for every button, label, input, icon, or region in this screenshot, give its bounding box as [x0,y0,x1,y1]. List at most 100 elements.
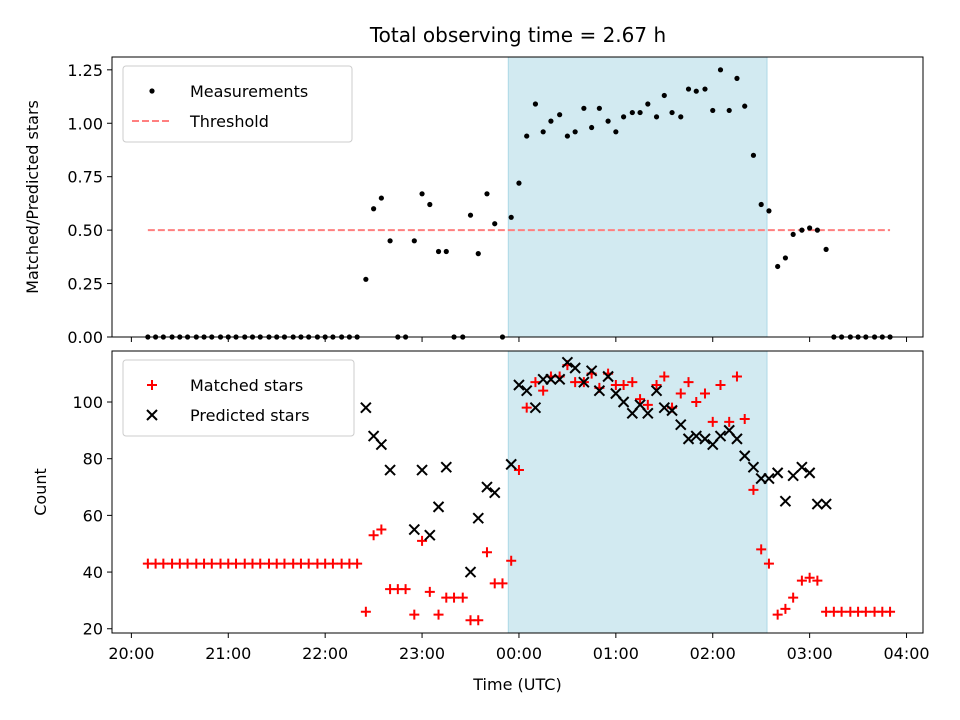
measurement-point [620,114,627,120]
legend-box [122,359,355,437]
matched-star-point [699,388,710,399]
measurement-point [435,248,442,255]
predicted-star-point [513,379,525,391]
matched-star-point [731,371,742,382]
matched-star-point [659,371,670,382]
y-axis-label: Matched/Predicted stars [23,100,42,294]
predicted-star-point [375,438,388,451]
measurement-point [766,208,772,214]
measurement-point [750,152,757,158]
matched-star-point [513,465,524,476]
matched-star-point [506,555,517,566]
predicted-star-point [424,529,436,541]
measurement-point [717,67,724,73]
matched-star-point [182,558,193,569]
matched-star-point [618,380,629,391]
y-tick-label: 100 [72,393,103,412]
predicted-star-point [714,430,727,442]
predicted-star-point [690,430,702,442]
matched-star-point [675,388,686,399]
measurement-point [564,133,571,139]
matched-star-point [885,606,896,617]
matched-star-point [538,385,549,396]
matched-star-point [748,484,759,495]
measurement-point [693,88,699,94]
matched-star-point [724,416,735,427]
measurement-point [775,263,781,270]
x-tick-label: 21:00 [205,644,251,663]
matched-star-point [635,394,646,405]
predicted-star-point [739,450,751,462]
measurement-point [807,225,813,231]
measurement-point [613,129,619,135]
predicted-star-point [408,523,421,536]
y-tick-label: 1.25 [67,61,103,80]
measurement-point [758,201,764,208]
measurement-point [427,201,433,208]
matched-star-point [368,530,379,541]
matched-star-point [804,572,815,583]
measurement-point [363,276,369,282]
matched-star-point [642,399,653,410]
highlight-span [507,56,768,338]
measurement-point [492,221,498,227]
measurement-point [508,214,514,220]
measurement-point [726,107,732,114]
y-axis-label: Count [31,468,50,516]
predicted-star-point [731,433,743,445]
measurement-point [669,109,675,116]
measurement-point [661,92,667,99]
x-tick-label: 20:00 [108,644,154,663]
matched-star-point [836,606,847,617]
predicted-star-point [658,401,671,414]
predicted-star-point [481,481,493,493]
measurement-point [411,238,417,244]
measurement-point [710,107,716,114]
y-tick-label: 0.25 [67,275,103,294]
measurement-point [637,109,643,116]
measurement-point [702,86,708,92]
measurement-point [790,231,796,238]
predicted-star-point [779,495,792,507]
matched-star-point [756,544,767,555]
measurement-point [484,191,490,197]
measurement-point [629,109,635,116]
matched-star-point [683,377,694,388]
predicted-star-point [593,384,606,397]
measurement-point [734,75,740,81]
legend-marker-predicted [146,409,158,421]
predicted-star-point [585,365,598,377]
measurement-point [678,114,684,120]
predicted-star-point [520,384,533,397]
measurement-point [814,227,820,233]
matched-star-point [158,558,169,569]
predicted-star-point [384,464,396,476]
axes-frame [111,56,924,338]
predicted-star-point [787,469,799,482]
predicted-star-point [763,472,775,485]
matched-star-point [255,558,266,569]
highlight-span [507,350,768,634]
predicted-star-point [642,407,654,420]
measurement-point [823,246,829,252]
predicted-star-point [360,401,372,414]
measurement-point [742,103,748,109]
matched-star-point [376,524,387,535]
legend-label-measurements: Measurements [190,82,308,101]
axes-frame [111,350,924,634]
measurement-point [548,118,554,124]
measurement-point [589,124,595,131]
matched-star-point [812,575,823,586]
matched-star-point [433,609,444,620]
legend: Matched stars Predicted stars [122,359,355,437]
measurement-point [572,129,578,135]
matched-star-point [473,615,484,626]
predicted-star-point [796,461,808,473]
matched-star-point [521,402,532,413]
predicted-star-point [440,461,452,473]
y-tick-label: 0.75 [67,168,103,187]
matched-star-point [457,592,468,603]
x-tick-label: 00:00 [496,644,542,663]
predicted-star-point [505,458,517,471]
